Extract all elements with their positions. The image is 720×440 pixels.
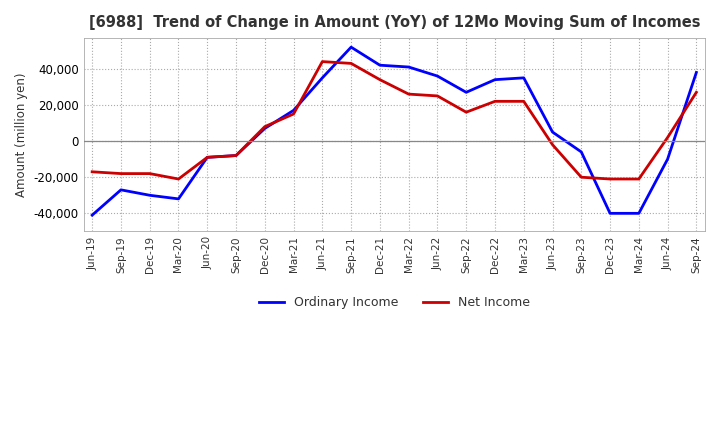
Ordinary Income [663, 157, 672, 162]
Net Income [289, 111, 298, 117]
Ordinary Income [145, 193, 154, 198]
Ordinary Income [232, 153, 240, 158]
Ordinary Income [376, 62, 384, 68]
Ordinary Income [347, 44, 356, 50]
Ordinary Income [117, 187, 125, 192]
Ordinary Income [433, 73, 442, 79]
Y-axis label: Amount (million yen): Amount (million yen) [15, 73, 28, 197]
Net Income [117, 171, 125, 176]
Net Income [405, 92, 413, 97]
Ordinary Income [462, 90, 470, 95]
Legend: Ordinary Income, Net Income: Ordinary Income, Net Income [253, 291, 535, 314]
Net Income [577, 175, 585, 180]
Ordinary Income [174, 196, 183, 202]
Net Income [433, 93, 442, 99]
Net Income [634, 176, 643, 182]
Net Income [692, 90, 701, 95]
Ordinary Income [203, 155, 212, 160]
Ordinary Income [606, 211, 614, 216]
Net Income [663, 135, 672, 140]
Ordinary Income [318, 75, 327, 81]
Net Income [174, 176, 183, 182]
Ordinary Income [88, 213, 96, 218]
Ordinary Income [548, 129, 557, 135]
Net Income [261, 124, 269, 129]
Net Income [606, 176, 614, 182]
Net Income [88, 169, 96, 174]
Net Income [145, 171, 154, 176]
Ordinary Income [519, 75, 528, 81]
Ordinary Income [490, 77, 499, 82]
Title: [6988]  Trend of Change in Amount (YoY) of 12Mo Moving Sum of Incomes: [6988] Trend of Change in Amount (YoY) o… [89, 15, 700, 30]
Line: Ordinary Income: Ordinary Income [92, 47, 696, 215]
Ordinary Income [577, 149, 585, 154]
Ordinary Income [692, 70, 701, 75]
Net Income [548, 142, 557, 147]
Net Income [376, 77, 384, 82]
Ordinary Income [261, 126, 269, 131]
Ordinary Income [289, 108, 298, 113]
Ordinary Income [405, 64, 413, 70]
Net Income [232, 153, 240, 158]
Net Income [318, 59, 327, 64]
Ordinary Income [634, 211, 643, 216]
Net Income [462, 110, 470, 115]
Line: Net Income: Net Income [92, 62, 696, 179]
Net Income [203, 155, 212, 160]
Net Income [347, 61, 356, 66]
Net Income [490, 99, 499, 104]
Net Income [519, 99, 528, 104]
